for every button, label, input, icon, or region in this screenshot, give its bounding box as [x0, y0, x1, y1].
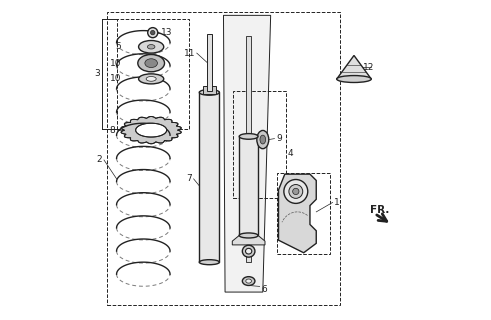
- Ellipse shape: [239, 133, 258, 139]
- Text: 8: 8: [109, 126, 115, 135]
- Bar: [246, 36, 251, 262]
- Text: 6: 6: [261, 285, 267, 294]
- Text: 2: 2: [97, 156, 103, 164]
- Circle shape: [284, 180, 308, 204]
- Text: 13: 13: [161, 28, 172, 37]
- Ellipse shape: [239, 233, 258, 238]
- Polygon shape: [278, 174, 316, 253]
- Text: 11: 11: [184, 49, 195, 58]
- Text: 4: 4: [288, 149, 294, 158]
- Text: 10: 10: [110, 59, 121, 68]
- Text: 3: 3: [95, 69, 100, 78]
- Text: 1: 1: [334, 198, 340, 207]
- Polygon shape: [223, 15, 271, 292]
- Polygon shape: [232, 236, 265, 245]
- Ellipse shape: [337, 76, 371, 83]
- Polygon shape: [136, 123, 166, 137]
- Bar: [199, 92, 219, 262]
- Ellipse shape: [138, 74, 164, 84]
- Text: 9: 9: [276, 134, 282, 143]
- Circle shape: [148, 28, 158, 38]
- Ellipse shape: [199, 260, 219, 265]
- Text: 5: 5: [115, 42, 121, 51]
- Bar: [207, 34, 212, 91]
- Text: 10: 10: [110, 74, 121, 84]
- Ellipse shape: [146, 76, 156, 81]
- Bar: [277, 172, 330, 254]
- Text: FR.: FR.: [370, 205, 389, 215]
- Ellipse shape: [145, 59, 158, 68]
- Polygon shape: [337, 55, 371, 79]
- Circle shape: [293, 188, 299, 195]
- Bar: [203, 86, 216, 94]
- Ellipse shape: [138, 41, 164, 53]
- Polygon shape: [121, 116, 181, 144]
- Circle shape: [151, 30, 155, 35]
- Ellipse shape: [199, 90, 219, 95]
- Bar: [239, 136, 258, 236]
- Ellipse shape: [147, 44, 155, 49]
- Text: 7: 7: [186, 174, 192, 183]
- Ellipse shape: [138, 54, 164, 72]
- Ellipse shape: [243, 245, 255, 257]
- Bar: [233, 91, 286, 198]
- Bar: [107, 12, 340, 305]
- Ellipse shape: [246, 248, 252, 254]
- Ellipse shape: [260, 135, 266, 144]
- Circle shape: [289, 185, 303, 198]
- Ellipse shape: [246, 279, 251, 283]
- Text: 12: 12: [363, 63, 375, 72]
- Bar: [116, 19, 189, 129]
- Ellipse shape: [243, 277, 255, 285]
- Ellipse shape: [257, 131, 269, 149]
